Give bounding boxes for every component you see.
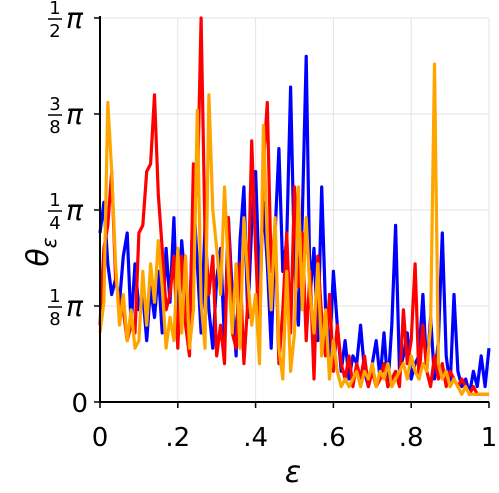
y-axis-label: θε — [21, 237, 61, 266]
series-line-3 — [98, 62, 489, 396]
y-tick-label-4: 1 2 π — [48, 0, 84, 42]
y-tick-label-2: 14 π — [48, 190, 84, 234]
y-tick-zero: 0 — [71, 389, 88, 419]
y-tick-denominator-4: 2 — [49, 21, 60, 42]
x-axis-label: ε — [285, 455, 301, 490]
y-tick-label-0: 0 — [71, 389, 88, 419]
y-axis-label-group: θε — [21, 237, 61, 266]
y-tick-denominator-3: 8 — [49, 117, 60, 138]
y-tick-label-1: 18 π — [48, 286, 84, 330]
axes — [94, 16, 490, 408]
y-axis-label-main: θ — [21, 248, 56, 266]
y-tick-pi-2: π — [66, 194, 84, 227]
y-tick-numerator-2: 1 — [49, 190, 60, 211]
y-tick-label-3: 38 π — [48, 94, 84, 138]
y-tick-denominator-2: 4 — [49, 213, 60, 234]
x-tick-label-3: .6 — [321, 423, 346, 453]
x-tick-label-4: .8 — [399, 423, 424, 453]
y-tick-pi-4: π — [66, 2, 84, 35]
y-tick-numerator-3: 3 — [49, 94, 60, 115]
y-tick-pi-1: π — [66, 290, 84, 323]
x-tick-label-2: .4 — [243, 423, 268, 453]
series-group — [98, 16, 491, 396]
y-tick-pi-3: π — [66, 98, 84, 131]
y-axis-label-subscript: ε — [37, 237, 61, 248]
y-tick-numerator-4: 1 — [49, 0, 60, 19]
x-tick-label-1: .2 — [165, 423, 190, 453]
y-tick-numerator-1: 1 — [49, 286, 60, 307]
y-tick-denominator-1: 8 — [49, 309, 60, 330]
x-tick-label-5: 1 — [481, 423, 498, 453]
x-tick-label-0: 0 — [92, 423, 109, 453]
series-line-2 — [98, 16, 489, 396]
